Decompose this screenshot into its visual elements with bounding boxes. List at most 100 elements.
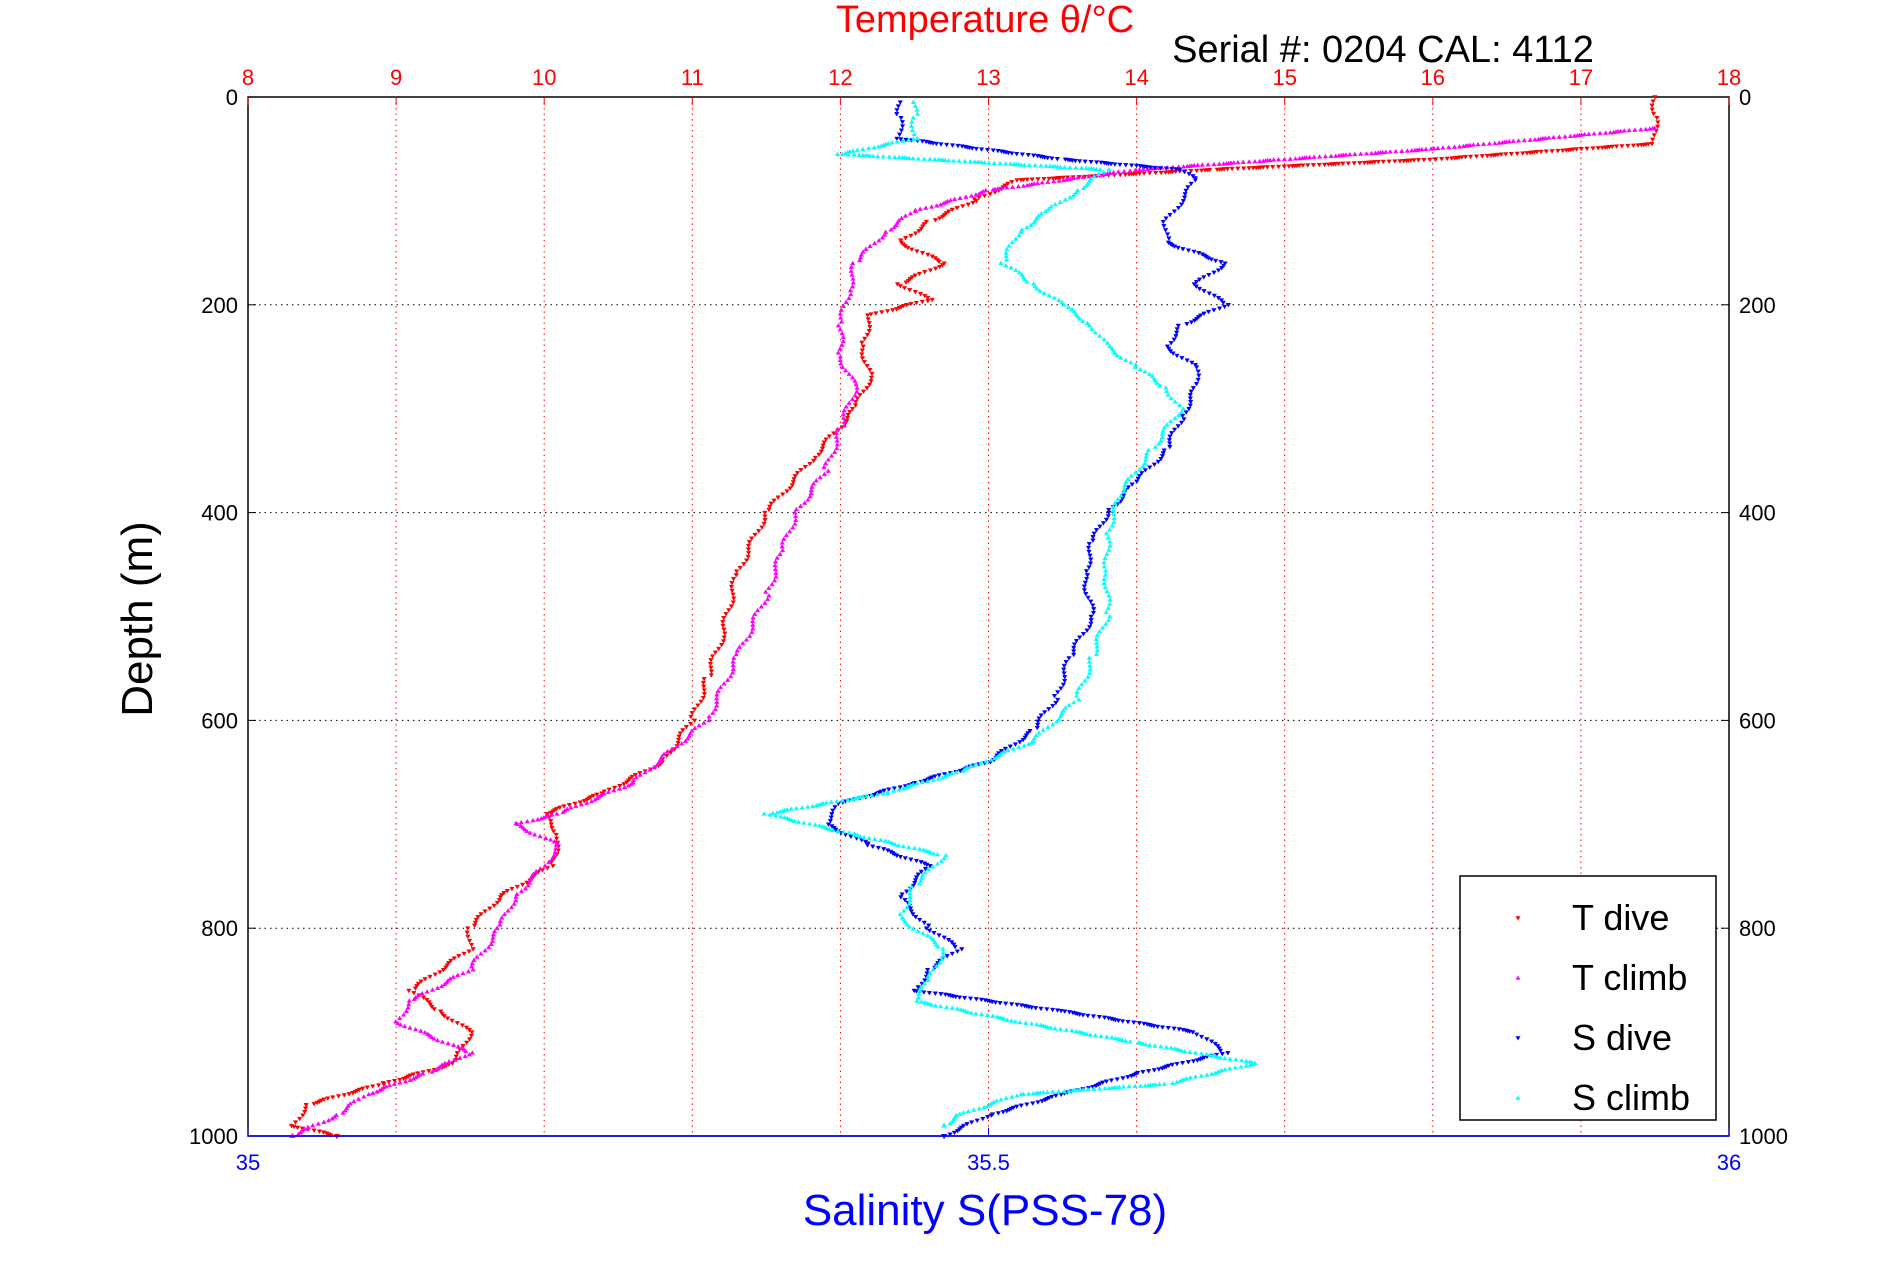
left-tick-label: 600	[201, 708, 238, 733]
data-point	[1142, 369, 1148, 374]
data-point	[1121, 168, 1127, 174]
data-point	[941, 855, 947, 861]
data-point	[688, 714, 694, 720]
data-point	[1174, 353, 1180, 359]
data-point	[1182, 192, 1188, 197]
data-point	[1023, 733, 1030, 738]
data-point	[1164, 344, 1171, 350]
data-point	[1090, 535, 1096, 540]
data-point	[1115, 1018, 1122, 1024]
data-point	[956, 158, 962, 163]
data-point	[1129, 482, 1135, 487]
data-point	[1100, 172, 1106, 177]
data-point	[1013, 236, 1019, 241]
data-point	[1185, 1060, 1191, 1065]
data-point	[1322, 153, 1329, 159]
data-point	[1275, 156, 1282, 162]
data-point	[854, 396, 860, 402]
data-point	[926, 928, 933, 934]
data-point	[524, 880, 530, 886]
data-point	[497, 922, 503, 927]
data-point	[1031, 220, 1037, 225]
data-point	[859, 352, 865, 357]
data-point	[894, 108, 900, 113]
data-point	[435, 1037, 441, 1043]
data-point	[896, 787, 902, 792]
data-point	[1053, 1093, 1059, 1099]
data-point	[1101, 580, 1107, 586]
data-point	[1328, 153, 1334, 159]
data-point	[907, 210, 914, 216]
data-point	[549, 856, 555, 861]
data-point	[1173, 330, 1180, 336]
data-point	[898, 115, 904, 121]
data-point	[1009, 180, 1015, 185]
data-point	[866, 321, 872, 326]
data-point	[553, 832, 559, 838]
data-point	[1109, 1034, 1115, 1040]
data-point	[1106, 601, 1113, 606]
data-point	[1035, 722, 1041, 728]
data-point	[689, 711, 695, 716]
data-point	[1034, 285, 1040, 291]
data-point	[971, 1107, 977, 1112]
data-point	[1107, 343, 1113, 349]
data-point	[1428, 146, 1434, 151]
data-point	[905, 245, 911, 251]
data-point	[335, 1094, 342, 1099]
data-point	[903, 236, 909, 241]
data-point	[928, 1002, 935, 1007]
data-point	[723, 612, 729, 617]
data-point	[949, 143, 956, 148]
data-point	[533, 868, 539, 874]
data-point	[1421, 157, 1427, 163]
data-point	[1412, 147, 1418, 153]
data-point	[1033, 1090, 1039, 1096]
data-point	[1520, 151, 1526, 156]
data-point	[518, 819, 524, 825]
data-point	[473, 917, 479, 923]
data-point	[1009, 151, 1015, 156]
data-point	[1204, 1072, 1210, 1077]
data-point	[302, 1109, 308, 1115]
data-point	[840, 798, 846, 803]
data-point	[440, 967, 447, 973]
data-point	[1597, 130, 1603, 136]
data-point	[892, 154, 898, 159]
data-point	[1238, 1064, 1244, 1069]
data-point	[1187, 396, 1194, 402]
data-point	[930, 967, 936, 972]
data-point	[922, 270, 928, 275]
data-point	[910, 115, 916, 120]
data-point	[922, 978, 928, 983]
data-point	[1061, 164, 1068, 170]
data-point	[1080, 1013, 1086, 1018]
legend-marker	[1515, 916, 1521, 921]
data-point	[1122, 357, 1129, 363]
data-point	[1111, 519, 1117, 524]
data-point	[1125, 485, 1131, 490]
data-point	[851, 152, 857, 157]
data-point	[906, 901, 912, 906]
data-point	[594, 795, 600, 801]
data-point	[1164, 232, 1171, 237]
data-point	[729, 588, 735, 594]
data-point	[712, 650, 719, 656]
data-point	[875, 845, 882, 851]
data-point	[763, 589, 769, 594]
data-point	[431, 1036, 437, 1041]
data-point	[1022, 276, 1028, 282]
data-point	[1056, 716, 1062, 721]
data-point	[1062, 675, 1068, 680]
data-point	[617, 784, 623, 789]
data-point	[1232, 1065, 1238, 1070]
data-point	[1161, 448, 1167, 453]
data-point	[987, 1102, 993, 1107]
data-point	[1300, 163, 1306, 168]
data-point	[305, 1124, 311, 1130]
data-point	[395, 1020, 401, 1026]
data-point	[911, 845, 918, 851]
data-point	[1054, 1008, 1061, 1013]
data-point	[973, 1011, 979, 1016]
data-point	[1235, 159, 1241, 165]
